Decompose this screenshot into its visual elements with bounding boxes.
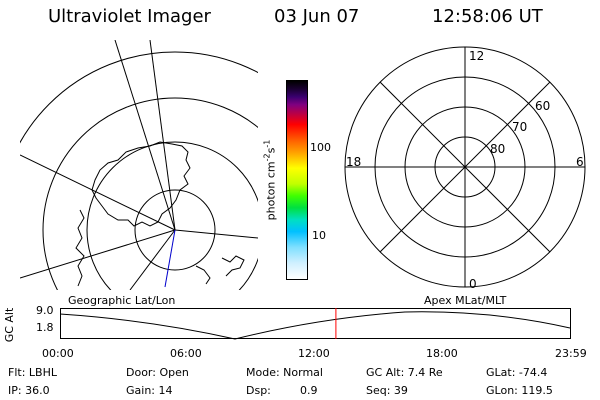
glon-value: GLon: 119.5 xyxy=(486,384,553,397)
gain-value: Gain: 14 xyxy=(126,384,173,397)
timeline-y-top: 9.0 xyxy=(36,304,54,317)
mlt-label-12: 12 xyxy=(469,49,484,63)
ip-value: IP: 36.0 xyxy=(8,384,50,397)
latitude-circle xyxy=(134,189,216,271)
dsp-value: 0.9 xyxy=(300,384,318,397)
timeline-tick: 00:00 xyxy=(42,347,74,360)
timeline-ylabel: GC Alt xyxy=(2,307,16,343)
meridian-line xyxy=(114,40,176,231)
coastline-outline xyxy=(195,265,211,285)
meridian-line xyxy=(174,229,258,239)
timeline-y-bottom: 1.8 xyxy=(36,321,54,334)
date-label: 03 Jun 07 xyxy=(274,6,360,27)
polar-diagonal xyxy=(379,81,551,253)
latitude-circle xyxy=(42,97,258,290)
color-scale-bar xyxy=(286,80,308,280)
door-value: Door: Open xyxy=(126,366,189,379)
coastline-outline xyxy=(75,209,85,287)
mlt-label-0: 0 xyxy=(469,277,477,291)
mlat-label-60: 60 xyxy=(535,99,550,113)
app-title: Ultraviolet Imager xyxy=(48,6,211,27)
meridian-line xyxy=(149,40,176,231)
apex-polar-plot: 12 18 6 0 60 70 80 xyxy=(344,46,586,291)
timeline-tick: 12:00 xyxy=(298,347,330,360)
meridian-line xyxy=(20,154,176,231)
timeline-tick: 18:00 xyxy=(426,347,458,360)
seq-value: Seq: 39 xyxy=(366,384,408,397)
geographic-map xyxy=(20,40,258,290)
altitude-timeline xyxy=(60,308,571,340)
colorbar-tick-100: 100 xyxy=(310,141,331,154)
glat-value: GLat: -74.4 xyxy=(486,366,548,379)
filter-value: Flt: LBHL xyxy=(8,366,57,379)
timeline-tick: 23:59 xyxy=(555,347,587,360)
gc-alt-value: GC Alt: 7.4 Re xyxy=(366,366,443,379)
mode-value: Mode: Normal xyxy=(246,366,323,379)
apex-panel-label: Apex MLat/MLT xyxy=(424,294,507,307)
dsp-label: Dsp: xyxy=(246,384,271,397)
mlat-label-70: 70 xyxy=(512,120,527,134)
mlat-label-80: 80 xyxy=(490,142,505,156)
timeline-tick: 06:00 xyxy=(170,347,202,360)
coastline-outline xyxy=(91,141,191,227)
meridian-line xyxy=(20,229,176,279)
mlt-label-6: 6 xyxy=(576,155,584,169)
time-label: 12:58:06 UT xyxy=(432,6,543,27)
latitude-circle xyxy=(20,51,258,144)
timeline-frame xyxy=(60,308,571,339)
coastline-outline xyxy=(221,255,245,277)
geographic-panel-label: Geographic Lat/Lon xyxy=(68,294,176,307)
colorbar-tick-10: 10 xyxy=(312,229,326,242)
altitude-curve xyxy=(60,311,571,340)
latitude-circle xyxy=(86,141,258,290)
satellite-track-line xyxy=(164,229,176,288)
meridian-line xyxy=(129,229,176,290)
mlt-label-18: 18 xyxy=(346,155,361,169)
colorbar-unit-label: photon cm-2s-1 xyxy=(262,139,278,221)
